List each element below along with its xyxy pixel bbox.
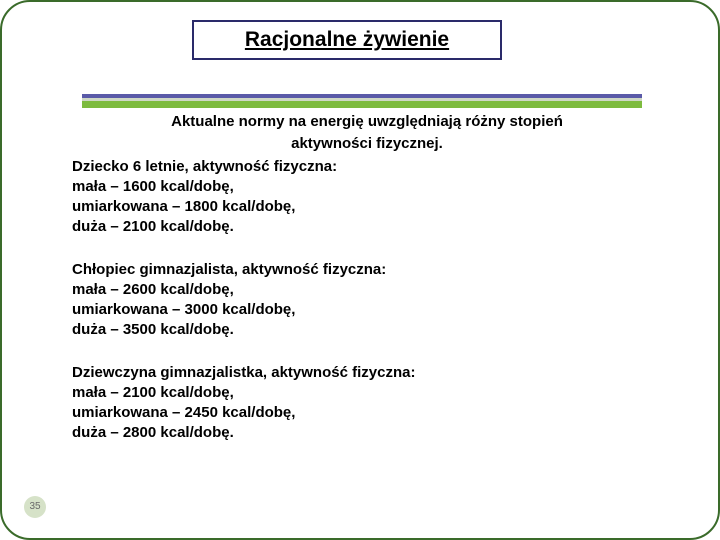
stripe-row-3 (82, 101, 642, 108)
slide-title-text: Racjonalne żywienie (245, 28, 449, 51)
group-3-line-1: mała – 2100 kcal/dobę, (72, 383, 662, 403)
group-2-line-3: duża – 3500 kcal/dobę. (72, 320, 662, 340)
group-1-heading: Dziecko 6 letnie, aktywność fizyczna: (72, 157, 662, 177)
intro-line-2: aktywności fizycznej. (72, 134, 662, 154)
slide-title: Racjonalne żywienie (192, 20, 502, 60)
group-1-line-1: mała – 1600 kcal/dobę, (72, 177, 662, 197)
body-content: Aktualne normy na energię uwzględniają r… (72, 112, 662, 466)
group-2-heading: Chłopiec gimnazjalista, aktywność fizycz… (72, 260, 662, 280)
group-3: Dziewczyna gimnazjalistka, aktywność fiz… (72, 363, 662, 444)
intro-line-1: Aktualne normy na energię uwzględniają r… (72, 112, 662, 132)
group-1-line-2: umiarkowana – 1800 kcal/dobę, (72, 197, 662, 217)
page-number-text: 35 (29, 501, 40, 512)
group-2: Chłopiec gimnazjalista, aktywność fizycz… (72, 260, 662, 341)
page-number-badge: 35 (24, 496, 46, 518)
slide-frame: Racjonalne żywienie Aktualne normy na en… (0, 0, 720, 540)
group-2-line-2: umiarkowana – 3000 kcal/dobę, (72, 300, 662, 320)
group-3-heading: Dziewczyna gimnazjalistka, aktywność fiz… (72, 363, 662, 383)
group-3-line-2: umiarkowana – 2450 kcal/dobę, (72, 403, 662, 423)
group-3-line-3: duża – 2800 kcal/dobę. (72, 423, 662, 443)
group-1: Dziecko 6 letnie, aktywność fizyczna: ma… (72, 157, 662, 238)
divider-stripe (82, 94, 642, 108)
group-1-line-3: duża – 2100 kcal/dobę. (72, 217, 662, 237)
group-2-line-1: mała – 2600 kcal/dobę, (72, 280, 662, 300)
